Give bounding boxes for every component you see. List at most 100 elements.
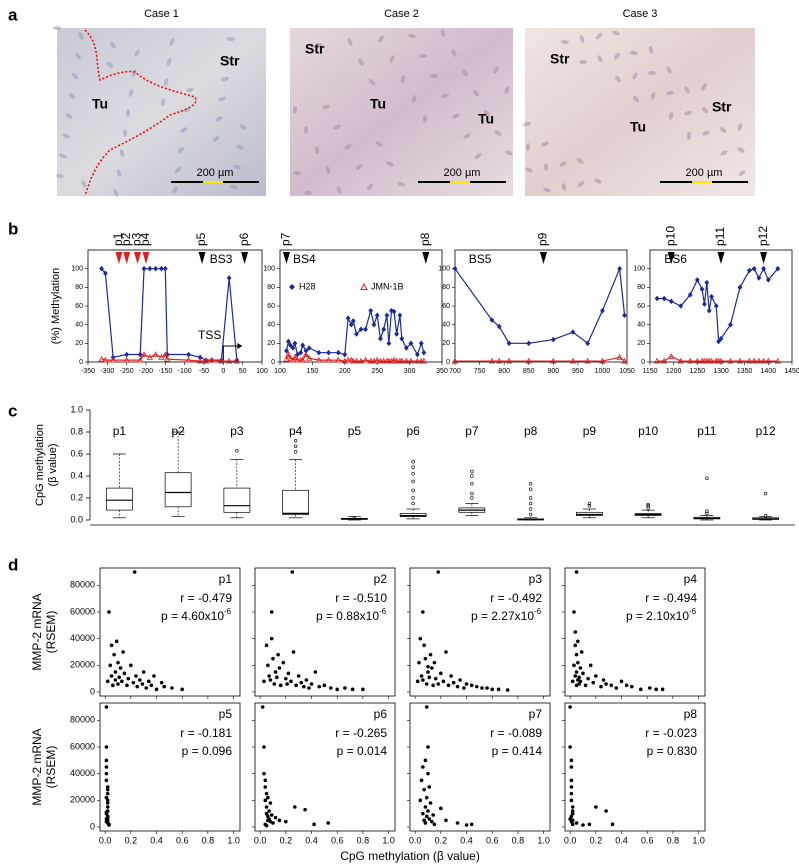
y-axis-label: (β value)	[47, 443, 59, 486]
point	[104, 745, 109, 749]
point	[469, 683, 474, 688]
point	[426, 809, 430, 813]
point	[266, 663, 270, 668]
point	[147, 265, 153, 272]
image-title: Case 1	[144, 8, 179, 20]
p-statistic: p = 0.014	[337, 744, 388, 758]
point	[108, 663, 113, 668]
point	[624, 683, 629, 688]
y-tick-label: 20000	[70, 795, 95, 805]
x-tick-label: 0.0	[254, 835, 267, 845]
point	[117, 675, 122, 680]
point	[586, 676, 590, 681]
cell-nucleus	[304, 190, 312, 196]
x-tick-label: 1.0	[537, 835, 550, 845]
tissue-label: Tu	[370, 96, 386, 112]
point	[158, 354, 165, 360]
point	[264, 791, 269, 796]
point	[506, 340, 512, 347]
site-arrow	[539, 252, 547, 264]
point	[271, 821, 275, 825]
point	[141, 670, 146, 674]
site-arrow	[115, 252, 123, 264]
box	[223, 487, 251, 513]
point	[353, 357, 360, 364]
point	[572, 610, 576, 614]
x-tick-label: 0	[221, 368, 225, 375]
point	[377, 357, 384, 364]
point	[474, 684, 479, 689]
point	[668, 298, 674, 305]
outlier	[470, 496, 474, 500]
cell-nucleus	[411, 95, 417, 103]
cell-nucleus	[160, 98, 166, 106]
point	[451, 680, 456, 685]
point	[154, 687, 159, 692]
point	[368, 307, 374, 314]
point	[147, 679, 151, 684]
p-statistic: p = 0.414	[492, 744, 543, 758]
point	[587, 822, 592, 827]
cell-nucleus	[612, 30, 620, 36]
point	[306, 345, 312, 351]
point	[186, 351, 191, 358]
point	[756, 275, 762, 281]
point	[305, 354, 313, 361]
point	[137, 356, 144, 363]
r-statistic: r = -0.181	[180, 726, 232, 740]
y-tick-label: 0	[641, 359, 645, 366]
point	[423, 805, 428, 809]
point	[765, 277, 771, 283]
y-tick-label: 20	[442, 340, 450, 347]
point	[286, 338, 291, 345]
point	[384, 312, 390, 319]
point	[300, 342, 306, 348]
cell-nucleus	[472, 89, 480, 97]
site-arrow	[422, 252, 430, 264]
category-label: p8	[524, 424, 538, 438]
point	[569, 778, 574, 783]
point	[424, 814, 429, 819]
category-label: p9	[583, 424, 597, 438]
box	[282, 489, 309, 515]
site-label: p8	[418, 232, 432, 246]
point	[264, 811, 269, 816]
point	[122, 671, 127, 676]
cell-nucleus	[163, 78, 169, 86]
point	[578, 666, 583, 670]
y-axis-label: MMP-2 mRNA	[30, 728, 44, 805]
point	[578, 679, 583, 684]
tss-arrow	[222, 345, 238, 360]
point	[422, 818, 426, 823]
cell-nucleus	[648, 46, 654, 54]
point	[427, 785, 432, 789]
cell-nucleus	[62, 133, 70, 139]
point	[105, 798, 110, 803]
point	[266, 795, 270, 800]
tissue-label: Str	[550, 51, 570, 67]
point	[428, 652, 433, 657]
cell-nucleus	[504, 86, 510, 94]
x-tick-label: 0.8	[667, 835, 680, 845]
cell-nucleus	[233, 164, 241, 170]
y-tick-label: 0.0	[70, 514, 83, 524]
point	[581, 823, 585, 827]
point	[687, 292, 693, 298]
cell-nucleus	[648, 70, 656, 76]
point	[677, 357, 684, 364]
point	[104, 765, 109, 769]
site-label: p1	[111, 232, 125, 246]
point	[105, 801, 110, 805]
point	[278, 683, 283, 688]
point	[107, 823, 111, 827]
point	[617, 265, 623, 272]
point	[750, 357, 758, 364]
cell-nucleus	[75, 52, 81, 60]
point	[140, 682, 145, 686]
y-tick-label: 0.4	[70, 470, 83, 480]
point	[431, 813, 435, 817]
outlier	[293, 439, 298, 443]
cell-nucleus	[594, 178, 602, 184]
point	[621, 357, 628, 364]
point	[505, 357, 513, 364]
